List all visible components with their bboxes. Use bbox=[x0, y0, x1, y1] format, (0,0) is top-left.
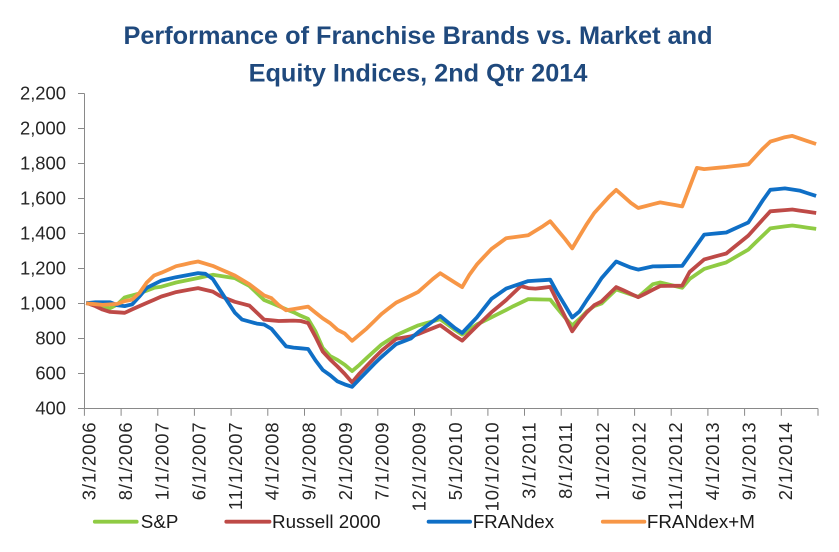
svg-text:4/1/2008: 4/1/2008 bbox=[262, 422, 283, 501]
svg-text:800: 800 bbox=[35, 328, 66, 349]
svg-text:10/1/2010: 10/1/2010 bbox=[482, 422, 503, 512]
svg-text:6/1/2012: 6/1/2012 bbox=[628, 422, 649, 501]
svg-text:1,200: 1,200 bbox=[20, 258, 66, 279]
svg-text:9/1/2013: 9/1/2013 bbox=[739, 422, 760, 501]
svg-text:3/1/2006: 3/1/2006 bbox=[78, 422, 99, 501]
svg-text:3/1/2011: 3/1/2011 bbox=[518, 422, 539, 499]
svg-text:S&P: S&P bbox=[141, 511, 179, 532]
svg-text:400: 400 bbox=[35, 398, 66, 419]
svg-text:5/1/2010: 5/1/2010 bbox=[445, 422, 466, 501]
svg-text:2/1/2014: 2/1/2014 bbox=[775, 422, 796, 501]
svg-text:1,000: 1,000 bbox=[20, 293, 66, 314]
svg-text:1/1/2007: 1/1/2007 bbox=[152, 422, 173, 501]
svg-text:Equity Indices, 2nd Qtr 2014: Equity Indices, 2nd Qtr 2014 bbox=[249, 60, 588, 88]
svg-text:6/1/2007: 6/1/2007 bbox=[188, 422, 209, 501]
svg-text:1,400: 1,400 bbox=[20, 223, 66, 244]
svg-text:4/1/2013: 4/1/2013 bbox=[702, 422, 723, 501]
svg-text:2,200: 2,200 bbox=[20, 83, 66, 104]
svg-text:11/1/2007: 11/1/2007 bbox=[225, 422, 246, 511]
svg-text:1,600: 1,600 bbox=[20, 188, 66, 209]
svg-text:12/1/2009: 12/1/2009 bbox=[408, 422, 429, 512]
svg-text:FRANdex+M: FRANdex+M bbox=[647, 511, 755, 532]
svg-text:1,800: 1,800 bbox=[20, 153, 66, 174]
svg-text:FRANdex: FRANdex bbox=[473, 511, 555, 532]
svg-text:8/1/2006: 8/1/2006 bbox=[115, 422, 136, 501]
svg-text:9/1/2008: 9/1/2008 bbox=[298, 422, 319, 501]
svg-text:600: 600 bbox=[35, 363, 66, 384]
svg-text:1/1/2012: 1/1/2012 bbox=[592, 422, 613, 501]
svg-text:Performance of Franchise Brand: Performance of Franchise Brands vs. Mark… bbox=[123, 22, 712, 50]
svg-text:2,000: 2,000 bbox=[20, 118, 66, 139]
svg-text:Russell 2000: Russell 2000 bbox=[272, 511, 381, 532]
svg-text:8/1/2011: 8/1/2011 bbox=[555, 422, 576, 499]
svg-text:2/1/2009: 2/1/2009 bbox=[335, 422, 356, 501]
svg-text:11/1/2012: 11/1/2012 bbox=[665, 422, 686, 511]
svg-text:7/1/2009: 7/1/2009 bbox=[372, 422, 393, 501]
